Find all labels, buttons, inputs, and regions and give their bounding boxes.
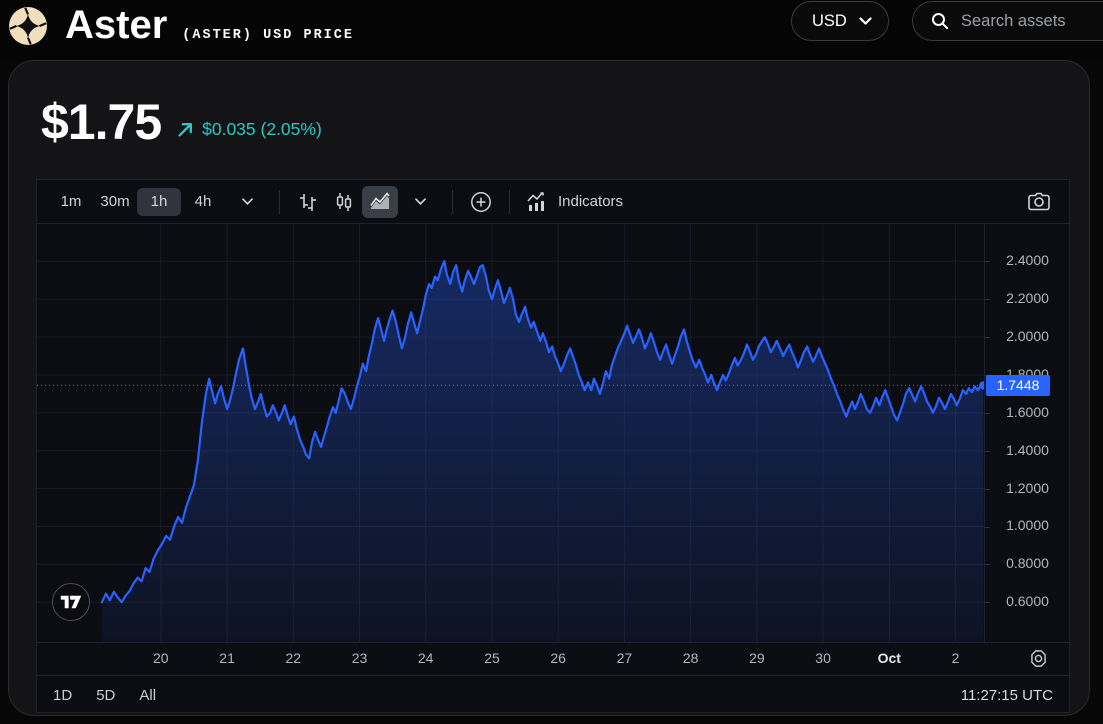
time-axis-label: 2 (951, 650, 960, 666)
currency-selected-label: USD (812, 11, 847, 30)
price-scale-tick (985, 602, 990, 604)
price-scale[interactable]: 2.4000 2.2000 2.0000 1.8000 1.6000 1.4000 1.20… (984, 224, 1069, 642)
time-axis-label: 28 (682, 650, 699, 666)
price-scale-tick (985, 526, 990, 528)
price-scale-tick (985, 261, 990, 263)
time-axis-label: 21 (219, 650, 235, 666)
chart-toolbar: 1m 30m 1h 4h (37, 180, 1069, 224)
price-scale-tick (985, 412, 990, 414)
time-axis-label: 26 (550, 650, 566, 666)
price-scale-label: 0.8000 (1006, 555, 1049, 572)
price-scale-label: 2.0000 (1006, 328, 1049, 345)
toolbar-divider (452, 189, 453, 214)
price-scale-label: 2.4000 (1006, 252, 1049, 269)
time-axis-label: 29 (749, 650, 765, 666)
interval-menu-chevron-icon[interactable] (225, 188, 269, 216)
price-scale-label: 1.4000 (1006, 441, 1049, 458)
search-input[interactable]: Search assets (912, 1, 1103, 41)
time-axis-label: 22 (285, 650, 302, 666)
brand: Aster (ASTER) USD PRICE (9, 3, 354, 48)
price-scale-label: 1.6000 (1006, 403, 1049, 420)
price-change-text: $0.035 (2.05%) (202, 119, 322, 139)
aster-logo-icon (9, 6, 47, 45)
chart-plot-area[interactable] (37, 224, 984, 642)
range-button-5d[interactable]: 5D (96, 686, 116, 704)
currency-selector[interactable]: USD (791, 1, 889, 41)
search-placeholder: Search assets (961, 11, 1066, 30)
price-scale-tick (985, 488, 990, 490)
time-axis-label: 30 (815, 650, 831, 666)
toolbar-divider (509, 189, 510, 214)
chart-main: 2.4000 2.2000 2.0000 1.8000 1.6000 1.4000 1.20… (37, 224, 1069, 642)
area-style-icon[interactable] (362, 185, 398, 218)
price-scale-label: 2.2000 (1006, 290, 1049, 307)
time-axis-label: 25 (484, 650, 500, 666)
page-subtitle: (ASTER) USD PRICE (182, 28, 354, 43)
search-icon (931, 12, 949, 30)
price-scale-tick (985, 299, 990, 301)
price-scale-label: 1.2000 (1006, 479, 1049, 496)
time-axis-label: 24 (417, 650, 434, 666)
price-area-chart[interactable] (37, 224, 984, 642)
indicators-icon (526, 191, 549, 213)
last-price-badge: 1.7448 (986, 374, 1050, 396)
top-bar: Aster (ASTER) USD PRICE USD Search asset… (0, 0, 1103, 60)
time-axis-label: 23 (351, 650, 368, 666)
interval-button-30m[interactable]: 30m (100, 193, 130, 210)
price-header: $1.75 $0.035 (2.05%) (41, 97, 322, 147)
price-scale-tick (985, 337, 990, 339)
current-price: $1.75 (41, 94, 162, 150)
interval-button-1m[interactable]: 1m (60, 193, 82, 210)
tradingview-logo[interactable] (52, 583, 90, 621)
clock-utc[interactable]: 11:27:15 UTC (960, 686, 1053, 704)
arrow-up-right-icon (177, 121, 194, 138)
chart-bottom-bar: 1D 5D All 11:27:15 UTC (37, 675, 1069, 714)
indicators-button[interactable]: Indicators (520, 191, 629, 213)
style-menu-chevron-icon[interactable] (398, 188, 442, 216)
price-scale-tick (985, 564, 990, 566)
toolbar-divider (279, 189, 280, 214)
price-card: $1.75 $0.035 (2.05%) 1m 30m 1h 4h (8, 60, 1090, 716)
price-scale-label: 0.6000 (1006, 593, 1049, 610)
gear-settings-icon[interactable] (1028, 648, 1049, 669)
interval-button-4h[interactable]: 4h (194, 193, 212, 210)
time-axis-label: Oct (877, 650, 901, 666)
candles-style-icon[interactable] (326, 186, 362, 218)
range-button-1d[interactable]: 1D (53, 686, 73, 704)
interval-button-1h[interactable]: 1h (137, 187, 181, 216)
time-axis[interactable]: 20 21 22 23 24 25 26 27 28 29 30 Oct 2 (37, 642, 1069, 675)
time-axis-label: 20 (153, 650, 169, 666)
price-scale-label: 1.0000 (1006, 517, 1049, 534)
price-change: $0.035 (2.05%) (177, 119, 322, 147)
camera-snapshot-icon[interactable] (1021, 186, 1057, 218)
indicators-label: Indicators (558, 193, 624, 210)
time-axis-label: 27 (616, 650, 633, 666)
page-title: Aster (65, 3, 168, 47)
compare-add-icon[interactable] (463, 186, 499, 218)
price-scale-tick (985, 450, 990, 452)
chart-widget: 1m 30m 1h 4h (36, 179, 1070, 713)
bars-style-icon[interactable] (290, 186, 326, 218)
range-button-all[interactable]: All (139, 686, 157, 704)
chevron-down-icon (859, 17, 872, 25)
